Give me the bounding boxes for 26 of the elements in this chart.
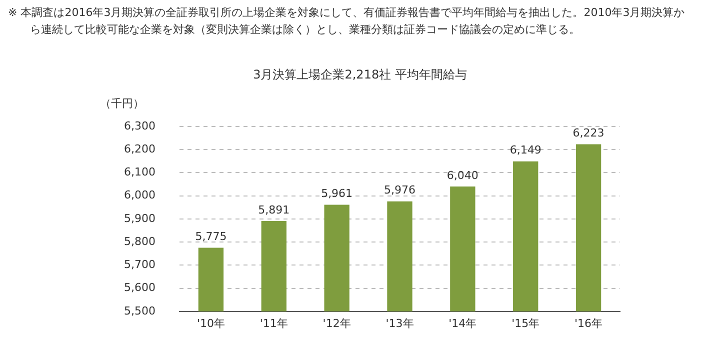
y-tick-label: 6,200 — [124, 142, 156, 156]
data-label: 5,976 — [384, 184, 416, 197]
text: ※ 本調査は2016年3月期決算の全証券取引所の上場企業を対象にして、有価証券報告書で平均年間給与を抽出した。2010年3月期決算から連続して比較可能な企業を対象（変則決算企業は除く）とし、業種分類は証券コード協議会の定めに準じる。 — [8, 5, 686, 38]
data-label: 5,891 — [258, 203, 290, 216]
x-tick-label: '11年 — [260, 316, 288, 330]
y-tick-label: 5,500 — [124, 304, 156, 318]
x-tick-label: '12年 — [322, 316, 351, 330]
y-tick-label: 5,700 — [124, 258, 156, 272]
data-label: 5,775 — [195, 230, 227, 244]
y-tick-label: 5,800 — [124, 234, 156, 248]
x-tick-label: '16年 — [574, 316, 603, 330]
data-label: 6,149 — [510, 144, 542, 157]
x-tick-label: '14年 — [448, 316, 477, 330]
data-label: 5,961 — [321, 187, 353, 200]
x-tick-label: '15年 — [512, 316, 540, 330]
y-axis-title: （千円） — [100, 96, 144, 110]
y-tick-label: 6,000 — [124, 188, 156, 202]
y-tick-label: 6,100 — [124, 166, 156, 179]
data-label: 6,040 — [446, 168, 478, 182]
x-tick-label: '10年 — [196, 316, 225, 330]
x-tick-label: '13年 — [386, 316, 414, 330]
chart-title: 3月決算上場企業2,218社 平均年間給与 — [253, 67, 467, 82]
y-tick-label: 5,600 — [124, 281, 156, 294]
y-tick-label: 6,300 — [124, 119, 156, 132]
y-tick-label: 5,900 — [124, 212, 156, 225]
data-label: 6,223 — [572, 126, 604, 140]
